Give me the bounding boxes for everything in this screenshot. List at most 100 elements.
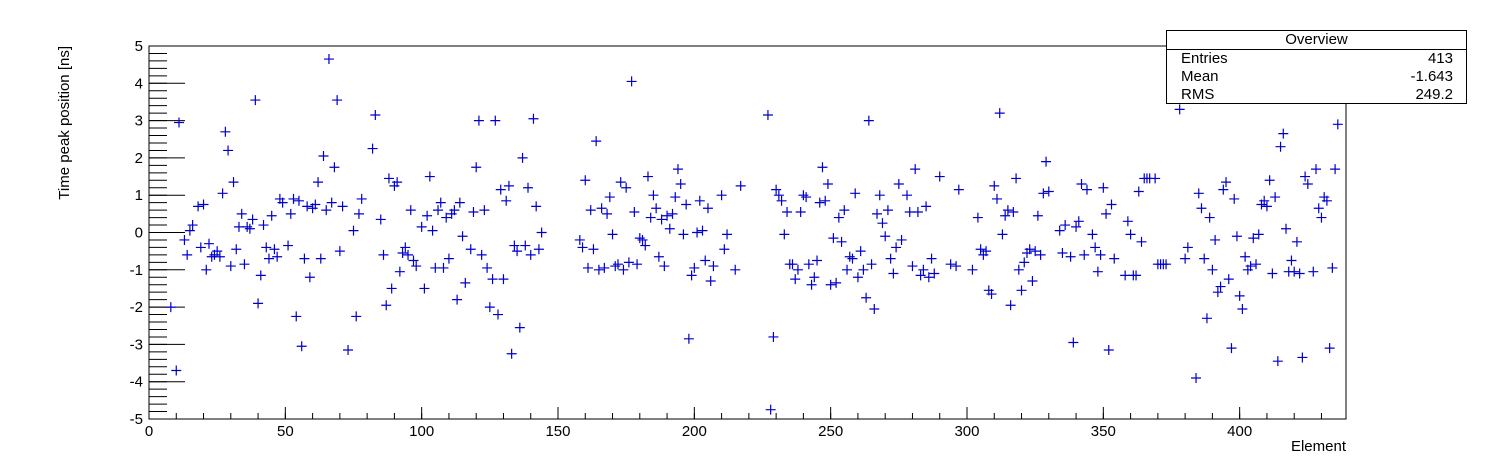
entries-value: 413 bbox=[1427, 50, 1453, 67]
data-point bbox=[250, 95, 261, 106]
data-point bbox=[790, 274, 801, 285]
data-point bbox=[1289, 266, 1300, 277]
data-point bbox=[291, 311, 302, 322]
data-point bbox=[1071, 221, 1082, 232]
data-point bbox=[247, 214, 258, 225]
x-tick-label: 50 bbox=[277, 423, 294, 440]
data-point bbox=[438, 262, 449, 273]
data-point bbox=[228, 177, 239, 188]
data-point bbox=[814, 197, 825, 208]
data-point bbox=[416, 221, 427, 232]
data-point bbox=[165, 302, 176, 313]
axes: 0 50 100 150 200 250 300 350 400 -5 -4 -3 -2 -1 0 1 2 3 4 5 bbox=[130, 38, 1322, 440]
data-point bbox=[498, 274, 509, 285]
data-point bbox=[934, 171, 945, 182]
data-point bbox=[648, 190, 659, 201]
data-point bbox=[383, 173, 394, 184]
data-point bbox=[801, 192, 812, 203]
data-point bbox=[1237, 303, 1248, 314]
data-point bbox=[443, 253, 454, 264]
data-point bbox=[577, 242, 588, 253]
data-point bbox=[217, 188, 228, 199]
data-point bbox=[1261, 201, 1272, 212]
data-point bbox=[888, 268, 899, 279]
data-point bbox=[705, 275, 716, 286]
data-point bbox=[659, 261, 670, 272]
data-point bbox=[263, 253, 274, 264]
data-point bbox=[1174, 104, 1185, 115]
data-point bbox=[1092, 266, 1103, 277]
data-point bbox=[678, 229, 689, 240]
data-point bbox=[484, 302, 495, 313]
data-point bbox=[261, 242, 272, 253]
data-point bbox=[1272, 356, 1283, 367]
rms-label: RMS bbox=[1181, 86, 1215, 103]
data-point bbox=[792, 264, 803, 275]
data-point bbox=[997, 229, 1008, 240]
data-point bbox=[967, 264, 978, 275]
data-point bbox=[1248, 233, 1259, 244]
data-point bbox=[861, 292, 872, 303]
data-point bbox=[1193, 188, 1204, 199]
x-tick-label: 400 bbox=[1227, 423, 1252, 440]
data-point bbox=[386, 283, 397, 294]
data-point bbox=[490, 115, 501, 126]
data-point bbox=[332, 95, 343, 106]
data-point bbox=[1278, 128, 1289, 139]
data-point bbox=[610, 261, 621, 272]
data-point bbox=[907, 261, 918, 272]
data-point bbox=[171, 365, 182, 376]
data-point bbox=[629, 206, 640, 217]
data-point bbox=[452, 294, 463, 305]
data-point bbox=[1054, 225, 1065, 236]
data-point bbox=[1324, 343, 1335, 354]
data-point bbox=[503, 180, 514, 191]
data-point bbox=[812, 255, 823, 266]
data-point bbox=[618, 264, 629, 275]
y-tick-label: -2 bbox=[130, 299, 143, 316]
data-point bbox=[1245, 261, 1256, 272]
data-point bbox=[1330, 164, 1341, 175]
data-point bbox=[1275, 141, 1286, 152]
data-point bbox=[302, 201, 313, 212]
data-point bbox=[953, 184, 964, 195]
data-point bbox=[640, 240, 651, 251]
data-point bbox=[184, 225, 195, 236]
data-point bbox=[258, 220, 269, 231]
data-point bbox=[773, 190, 784, 201]
data-point bbox=[1057, 248, 1068, 259]
data-point bbox=[765, 404, 776, 415]
mean-label: Mean bbox=[1181, 68, 1219, 85]
data-point bbox=[1259, 195, 1270, 206]
data-point bbox=[891, 242, 902, 253]
data-point bbox=[716, 190, 727, 201]
data-point bbox=[1098, 182, 1109, 193]
data-point bbox=[454, 197, 465, 208]
data-point bbox=[517, 152, 528, 163]
stats-box-title: Overview bbox=[1167, 31, 1466, 50]
data-point bbox=[1073, 216, 1084, 227]
data-point bbox=[1196, 203, 1207, 214]
data-point bbox=[296, 341, 307, 352]
y-tick-label: -4 bbox=[130, 374, 143, 391]
data-point bbox=[1103, 344, 1114, 355]
data-point bbox=[651, 203, 662, 214]
x-tick-label: 200 bbox=[682, 423, 707, 440]
data-point bbox=[272, 251, 283, 262]
data-point bbox=[179, 234, 190, 245]
data-point bbox=[975, 244, 986, 255]
data-point bbox=[212, 246, 223, 257]
data-point bbox=[852, 272, 863, 283]
data-point bbox=[803, 259, 814, 270]
data-point bbox=[285, 208, 296, 219]
stats-box: Overview Entries 413 Mean -1.643 RMS 249… bbox=[1166, 30, 1467, 104]
data-point bbox=[923, 272, 934, 283]
data-point bbox=[762, 110, 773, 121]
data-point bbox=[994, 108, 1005, 119]
data-point bbox=[1068, 337, 1079, 348]
data-point bbox=[929, 268, 940, 279]
data-point bbox=[244, 223, 255, 234]
data-point bbox=[612, 259, 623, 270]
x-tick-label: 100 bbox=[409, 423, 434, 440]
x-tick-label: 0 bbox=[145, 423, 153, 440]
